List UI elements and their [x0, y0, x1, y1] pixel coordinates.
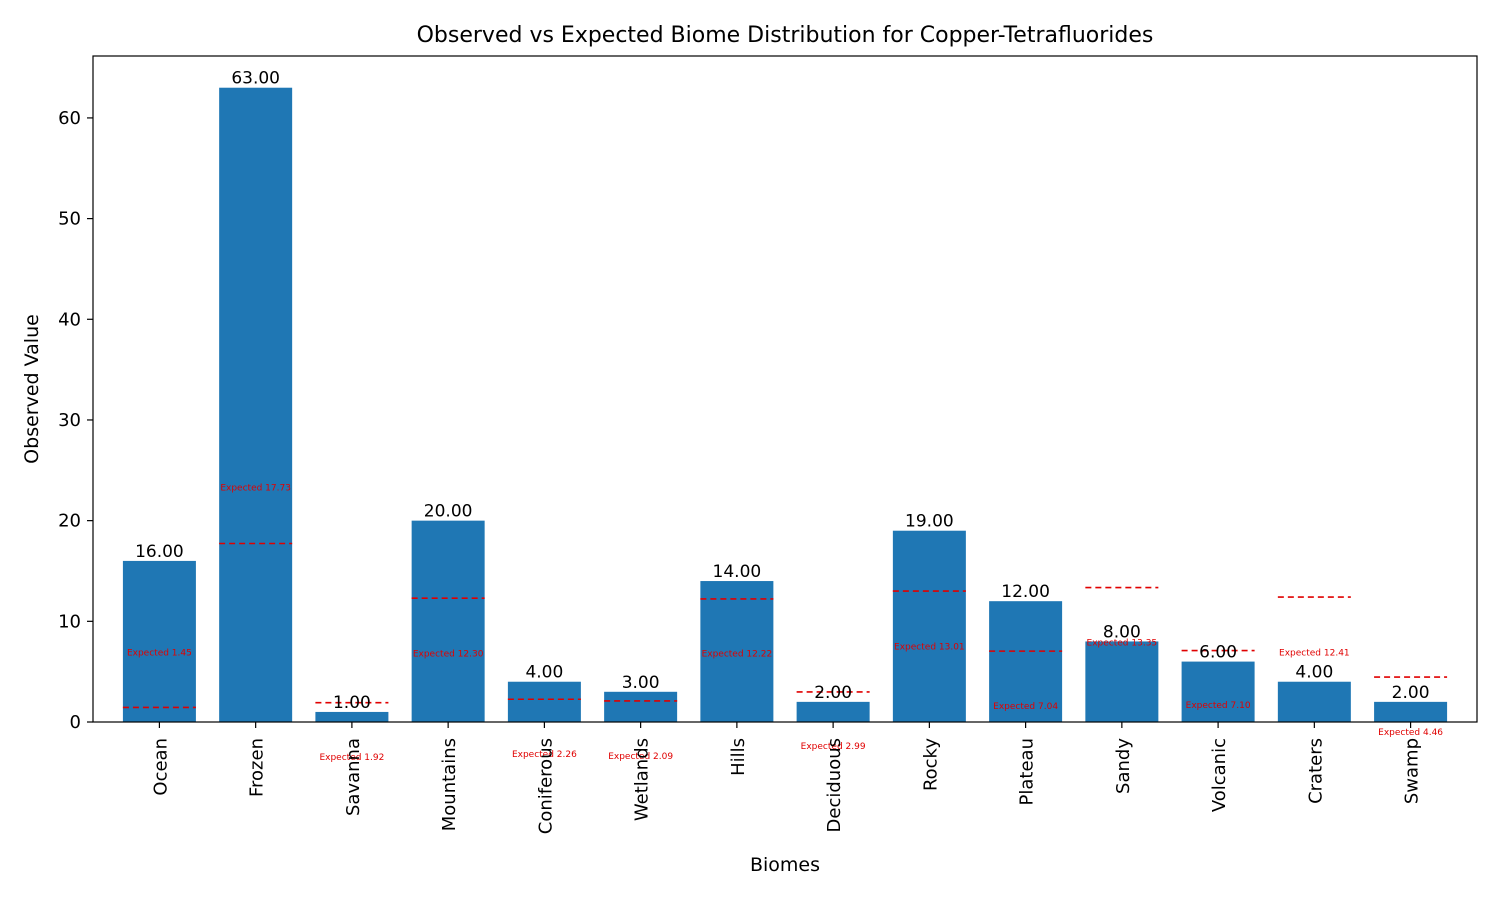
- x-tick-label-11: Volcanic: [1209, 738, 1230, 812]
- bar-4: [507, 681, 581, 722]
- bar-13: [1374, 701, 1448, 722]
- bar-value-label-4: 4.00: [525, 663, 563, 683]
- bar-9: [989, 601, 1063, 722]
- bar-value-label-8: 19.00: [905, 512, 954, 532]
- x-axis-label: Biomes: [750, 854, 820, 876]
- x-tick-label-2: Savanna: [343, 738, 364, 816]
- bar-12: [1277, 681, 1351, 722]
- expected-label-1: Expected 17.73: [220, 483, 291, 493]
- expected-label-4: Expected 2.26: [512, 750, 577, 760]
- x-tick-label-10: Sandy: [1113, 738, 1134, 794]
- expected-label-0: Expected 1.45: [127, 649, 192, 659]
- bar-value-label-3: 20.00: [424, 502, 473, 522]
- bar-1: [219, 87, 293, 722]
- expected-label-11: Expected 7.10: [1186, 701, 1251, 711]
- expected-label-6: Expected 12.22: [702, 650, 773, 660]
- x-tick-label-9: Plateau: [1017, 738, 1038, 805]
- expected-label-13: Expected 4.46: [1378, 728, 1443, 738]
- y-tick-label-4: 40: [58, 309, 81, 330]
- bar-value-label-9: 12.00: [1001, 582, 1050, 602]
- y-tick-label-3: 30: [58, 410, 81, 431]
- bar-0: [122, 560, 196, 722]
- bar-11: [1181, 661, 1255, 722]
- x-axis: Ocean Frozen Savanna Mountains Coniferous Wet…: [150, 722, 1423, 834]
- expected-label-9: Expected 7.04: [993, 702, 1058, 712]
- expected-label-5: Expected 2.09: [608, 752, 673, 762]
- y-tick-label-1: 10: [58, 611, 81, 632]
- bar-value-label-0: 16.00: [135, 542, 184, 562]
- bar-6: [700, 581, 774, 722]
- x-tick-label-8: Rocky: [920, 738, 941, 791]
- bar-5: [604, 691, 678, 722]
- y-tick-label-5: 50: [58, 209, 81, 230]
- x-tick-label-7: Deciduous: [824, 738, 845, 832]
- bar-value-label-2: 1.00: [333, 693, 371, 713]
- y-tick-label-0: 0: [70, 712, 81, 733]
- y-axis-label: Observed Value: [21, 314, 43, 464]
- bar-value-label-5: 3.00: [622, 673, 660, 693]
- bar-value-label-6: 14.00: [713, 562, 762, 582]
- bar-8: [892, 530, 966, 722]
- x-tick-label-3: Mountains: [439, 738, 460, 831]
- x-tick-label-6: Hills: [728, 738, 749, 776]
- x-tick-label-13: Swamp: [1402, 738, 1423, 804]
- bar-3: [411, 520, 485, 722]
- bar-7: [796, 701, 870, 722]
- bar-value-label-1: 63.00: [231, 69, 280, 89]
- x-tick-label-12: Craters: [1305, 738, 1326, 804]
- bar-value-label-13: 2.00: [1392, 683, 1430, 703]
- bar-value-label-7: 2.00: [814, 683, 852, 703]
- bar-2: [315, 711, 389, 722]
- expected-label-7: Expected 2.99: [801, 742, 866, 752]
- expected-label-2: Expected 1.92: [319, 753, 384, 763]
- expected-label-10: Expected 13.35: [1087, 638, 1158, 648]
- bar-10: [1085, 641, 1159, 722]
- y-axis: 0 10 20 30 40 50 60: [58, 108, 93, 733]
- x-tick-label-5: Wetlands: [632, 738, 653, 821]
- x-tick-label-0: Ocean: [150, 738, 171, 796]
- bar-value-label-10: 8.00: [1103, 622, 1141, 642]
- bar-value-label-11: 6.00: [1199, 643, 1237, 663]
- x-tick-label-4: Coniferous: [535, 738, 556, 834]
- plot-frame: [92, 55, 1478, 723]
- x-tick-label-1: Frozen: [247, 738, 268, 797]
- y-tick-label-2: 20: [58, 511, 81, 532]
- expected-label-8: Expected 13.01: [894, 642, 965, 652]
- chart-title: Observed vs Expected Biome Distribution …: [417, 23, 1154, 48]
- expected-label-3: Expected 12.30: [413, 650, 484, 660]
- expected-label-12: Expected 12.41: [1279, 649, 1350, 659]
- bar-value-label-12: 4.00: [1295, 663, 1333, 683]
- plot-area: Expected 1.45 Expected 17.73 Expected 1.92…: [122, 69, 1448, 763]
- y-tick-label-6: 60: [58, 108, 81, 129]
